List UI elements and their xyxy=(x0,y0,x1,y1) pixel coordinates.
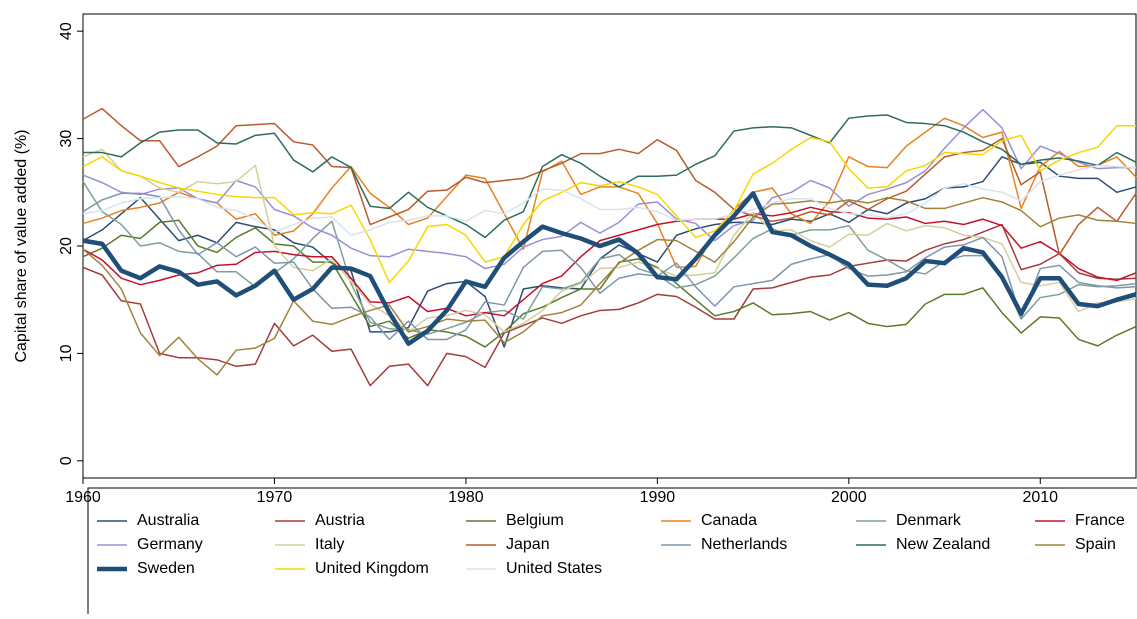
y-tick-label: 30 xyxy=(58,130,75,148)
legend-label: Austria xyxy=(315,512,365,529)
series-line xyxy=(82,196,1137,376)
x-tick-label: 1980 xyxy=(448,489,484,506)
series-line xyxy=(83,114,1137,239)
legend-label: Spain xyxy=(1075,536,1116,553)
legend-label: Canada xyxy=(701,512,757,529)
series-line xyxy=(82,223,1137,387)
x-tick-label: 1990 xyxy=(640,489,676,506)
y-tick-label: 0 xyxy=(58,456,75,465)
legend-label: Denmark xyxy=(896,512,962,529)
legend-label: Italy xyxy=(315,536,344,553)
legend-label: Sweden xyxy=(137,560,195,577)
y-tick-label: 20 xyxy=(58,237,75,255)
legend-label: Australia xyxy=(137,512,199,529)
series-line xyxy=(82,206,1137,317)
legend-label: Netherlands xyxy=(701,536,787,553)
x-tick-label: 2000 xyxy=(831,489,867,506)
legend-label: Germany xyxy=(137,536,203,553)
series-line xyxy=(82,148,1137,333)
x-tick-label: 1970 xyxy=(257,489,293,506)
series-line xyxy=(82,164,1137,237)
legend-label: United States xyxy=(506,560,602,577)
y-axis-label: Capital share of value added (%) xyxy=(13,129,30,362)
legend-label: New Zealand xyxy=(896,536,990,553)
plot-frame xyxy=(82,13,1137,479)
series-line xyxy=(82,156,1137,348)
series-line xyxy=(82,117,1137,269)
series-line xyxy=(82,219,1137,348)
legend-label: Belgium xyxy=(506,512,564,529)
legend-label: Japan xyxy=(506,536,550,553)
series-line xyxy=(82,191,1137,346)
series-line xyxy=(82,181,1137,335)
x-tick-label: 1960 xyxy=(65,489,101,506)
x-tick-label: 2010 xyxy=(1022,489,1058,506)
y-tick-label: 10 xyxy=(58,344,75,362)
legend-label: United Kingdom xyxy=(315,560,429,577)
series-line xyxy=(82,124,1136,284)
y-tick-label: 40 xyxy=(58,22,75,40)
series-line xyxy=(82,192,1137,341)
legend-box xyxy=(87,487,1137,619)
legend-label: France xyxy=(1075,512,1125,529)
